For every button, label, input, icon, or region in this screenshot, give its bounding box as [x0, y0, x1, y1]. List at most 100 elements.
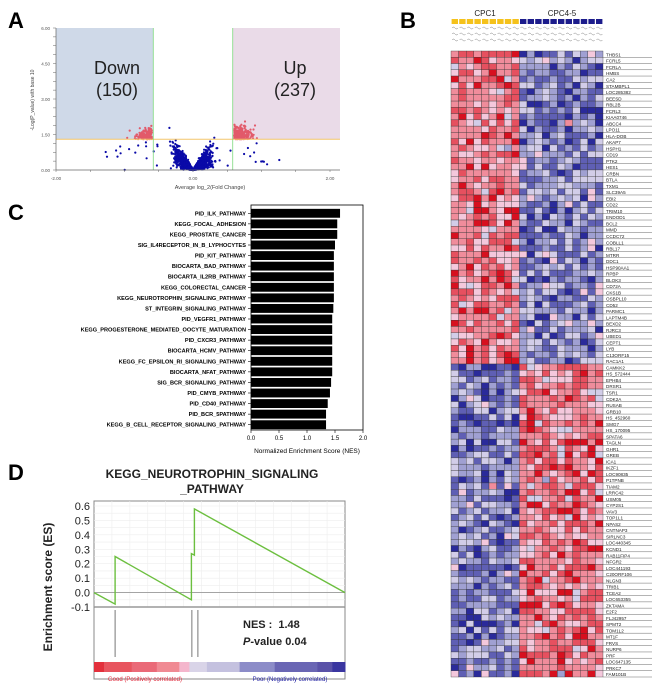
heatmap-cell: [542, 633, 550, 640]
heatmap-cell: [504, 150, 512, 158]
heatmap-cell: [473, 614, 482, 621]
heatmap-cell: [496, 282, 505, 290]
nonsig-point: [171, 140, 174, 143]
heatmap-cell: [496, 301, 505, 308]
heatmap-cell: [557, 470, 566, 477]
sample-label-glyph: [535, 32, 542, 36]
heatmap-cell: [534, 401, 543, 408]
heatmap-cell: [450, 482, 459, 490]
heatmap-cell: [496, 232, 505, 239]
heatmap-cell: [595, 626, 604, 634]
heatmap-cell: [458, 651, 467, 659]
heatmap-cell: [450, 94, 459, 102]
heatmap-cell: [466, 63, 474, 70]
nonsig-point: [174, 152, 177, 155]
heatmap-cell: [580, 639, 588, 646]
heatmap-cell: [564, 150, 573, 158]
nonsig-point: [209, 162, 212, 166]
heatmap-cell: [557, 125, 566, 133]
sample-label-glyph: [489, 38, 497, 42]
heatmap-cell: [481, 69, 490, 77]
heatmap-cell: [534, 633, 543, 640]
heatmap-cell: [466, 645, 474, 653]
bar: [251, 399, 328, 409]
heatmap-cell: [595, 332, 604, 340]
heatmap-cell: [595, 307, 604, 315]
heatmap-cell: [580, 576, 588, 584]
heatmap-cell: [557, 507, 566, 515]
heatmap-cell: [549, 438, 558, 446]
heatmap-cell: [496, 119, 505, 127]
heatmap-cell: [580, 526, 588, 534]
heatmap-cell: [458, 144, 467, 152]
heatmap-cell: [511, 489, 520, 496]
heatmap-cell: [450, 188, 459, 196]
heatmap-cell: [557, 501, 566, 509]
heatmap-cell: [534, 201, 543, 208]
heatmap-cell: [481, 219, 490, 227]
heatmap-cell: [595, 476, 604, 484]
heatmap-cell: [519, 94, 528, 102]
heatmap-cell: [496, 407, 505, 415]
heatmap-cell: [557, 75, 566, 83]
nonsig-point: [212, 142, 215, 145]
heatmap-cell: [595, 457, 604, 465]
heatmap-cell: [511, 607, 520, 615]
heatmap-cell: [496, 576, 505, 584]
bar-category-label: SIG_IL4RECEPTOR_IN_B_LYPHOCYTES: [138, 243, 246, 249]
heatmap-cell: [595, 182, 604, 189]
heatmap-cell: [557, 94, 566, 102]
heatmap-cell: [564, 607, 573, 615]
heatmap-cell: [450, 357, 459, 365]
heatmap-cell: [511, 307, 520, 315]
heatmap-cell: [519, 88, 528, 95]
nonsig-point: [208, 152, 211, 155]
nonsig-point: [183, 161, 186, 164]
heatmap-cell: [511, 614, 520, 621]
heatmap-cell: [450, 639, 459, 646]
heatmap-cell: [481, 564, 490, 571]
heatmap-cell: [557, 476, 566, 484]
heatmap-cell: [504, 263, 512, 271]
heatmap-cell: [564, 501, 573, 509]
heatmap-cell: [595, 294, 604, 302]
sample-label-glyph: [535, 26, 542, 30]
heatmap-cell: [519, 445, 528, 452]
heatmap-cell: [504, 251, 512, 258]
heatmap-cell: [526, 332, 535, 340]
heatmap-cell: [549, 445, 558, 452]
heatmap-cell: [557, 338, 566, 346]
heatmap-cell: [450, 401, 459, 408]
heatmap-cell: [534, 326, 543, 333]
heatmap-cell: [496, 82, 505, 89]
heatmap-cell: [580, 94, 588, 102]
heatmap-cell: [534, 163, 543, 171]
heatmap-cell: [488, 307, 497, 315]
heatmap-cell: [557, 107, 566, 114]
heatmap-cell: [481, 576, 490, 584]
heatmap-cell: [450, 551, 459, 559]
heatmap-cell: [564, 313, 573, 321]
heatmap-cell: [511, 163, 520, 171]
sample-label-glyph: [467, 38, 474, 42]
gene-label: LPO11: [606, 128, 620, 133]
heatmap-cell: [595, 507, 604, 515]
heatmap-cell: [504, 88, 512, 95]
heatmap-cell: [542, 451, 550, 459]
heatmap-cell: [526, 639, 535, 646]
volcano-x-axis-label: Average log_2(Fold Change): [175, 185, 246, 191]
heatmap-cell: [466, 551, 474, 559]
heatmap-cell: [542, 651, 550, 659]
group-bar-cell: [466, 19, 474, 24]
heatmap-cell: [580, 413, 588, 421]
sample-label-glyph: [565, 32, 573, 36]
heatmap-cell: [488, 645, 497, 653]
heatmap-cell: [519, 213, 528, 221]
heatmap-cell: [473, 457, 482, 465]
nonsig-point: [206, 164, 209, 167]
heatmap-cell: [450, 226, 459, 233]
heatmap-cell: [496, 63, 505, 70]
heatmap-cell: [496, 601, 505, 609]
heatmap-cell: [458, 201, 467, 208]
heatmap-cell: [519, 176, 528, 183]
